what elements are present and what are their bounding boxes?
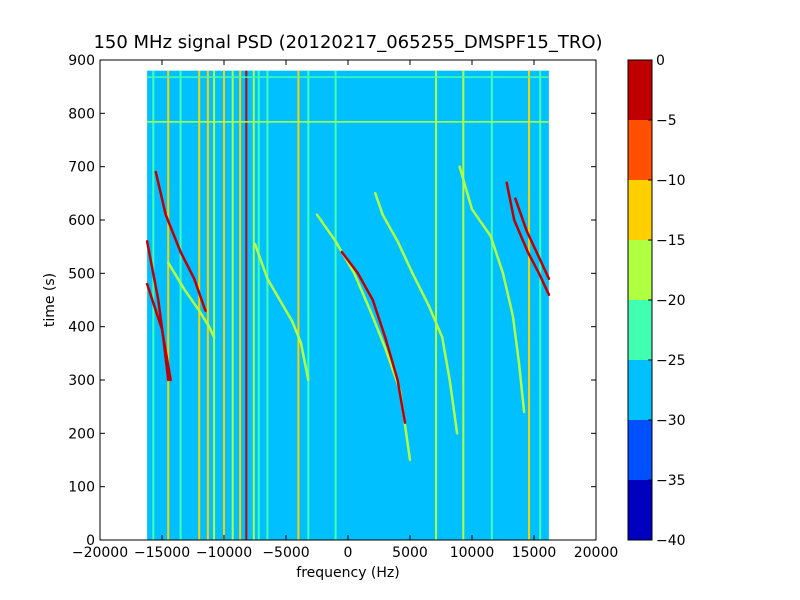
- x-axis-label: frequency (Hz): [296, 565, 399, 581]
- x-tick-label: 5000: [392, 545, 428, 561]
- colorbar-tick-label: −10: [656, 173, 686, 189]
- y-tick-label: 500: [68, 266, 95, 282]
- x-tick-label: −5000: [262, 545, 309, 561]
- doppler-trace: [340, 250, 407, 424]
- doppler-trace: [514, 197, 551, 280]
- colorbar: 0 −5 −10 −15 −20 −25 −30 −35 −40: [627, 53, 686, 549]
- colorbar-band: [628, 60, 652, 120]
- colorbar-tick-label: −30: [656, 413, 686, 429]
- doppler-trace: [458, 165, 526, 414]
- colorbar-band: [628, 360, 652, 420]
- x-axis: −20000 −15000 −10000 −5000 0 5000 10000 15000 20…: [72, 60, 618, 561]
- y-tick-label: 200: [68, 426, 95, 442]
- colorbar-band: [628, 300, 652, 360]
- doppler-trace: [166, 261, 216, 339]
- y-tick-label: 900: [68, 53, 95, 69]
- colorbar-band: [628, 180, 652, 240]
- y-tick-label: 800: [68, 106, 95, 122]
- y-tick-label: 100: [68, 480, 95, 496]
- doppler-trace: [145, 282, 172, 382]
- x-tick-label: −15000: [134, 545, 190, 561]
- y-axis: 0 100 200 300 400 500 600 700 800 900: [68, 53, 596, 549]
- colorbar-tick-label: 0: [656, 53, 665, 69]
- doppler-trace: [154, 170, 207, 312]
- colorbar-tick-label: −5: [656, 113, 677, 129]
- colorbar-tick-label: −35: [656, 473, 686, 489]
- colorbar-tick-label: −40: [656, 533, 686, 549]
- x-tick-label: −20000: [72, 545, 128, 561]
- y-axis-label: time (s): [42, 273, 58, 327]
- colorbar-band: [628, 120, 652, 180]
- doppler-trace: [505, 181, 551, 296]
- colorbar-band: [628, 480, 652, 540]
- x-tick-label: −10000: [196, 545, 252, 561]
- x-tick-label: 15000: [512, 545, 557, 561]
- y-tick-label: 0: [86, 533, 95, 549]
- y-tick-label: 700: [68, 160, 95, 176]
- plot-area: [99, 59, 597, 541]
- x-tick-label: 10000: [450, 545, 495, 561]
- colorbar-tick-label: −20: [656, 293, 686, 309]
- doppler-trace: [374, 192, 459, 435]
- y-tick-label: 600: [68, 213, 95, 229]
- doppler-trace: [253, 242, 310, 382]
- colorbar-band: [628, 420, 652, 480]
- colorbar-tick-label: −15: [656, 233, 686, 249]
- y-tick-label: 300: [68, 373, 95, 389]
- y-tick-label: 400: [68, 320, 95, 336]
- spectrogram-image: [145, 70, 551, 541]
- colorbar-band: [628, 240, 652, 300]
- x-tick-label: 0: [344, 545, 353, 561]
- x-tick-label: 20000: [574, 545, 619, 561]
- chart-title: 150 MHz signal PSD (20120217_065255_DMSP…: [93, 32, 602, 53]
- colorbar-tick-label: −25: [656, 353, 686, 369]
